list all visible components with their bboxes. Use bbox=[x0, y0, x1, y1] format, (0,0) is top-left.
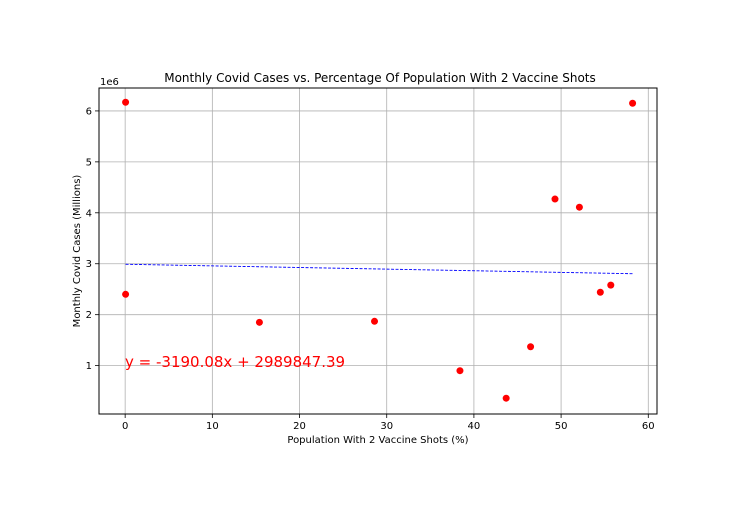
x-tick-label: 20 bbox=[293, 421, 306, 432]
scatter-point bbox=[502, 394, 510, 402]
x-tick-label: 60 bbox=[642, 421, 655, 432]
y-tick-label: 4 bbox=[86, 208, 92, 219]
regression-line bbox=[125, 263, 633, 275]
y-tick-label: 6 bbox=[86, 106, 92, 117]
chart-title: Monthly Covid Cases vs. Percentage Of Po… bbox=[164, 71, 596, 85]
x-tick-label: 40 bbox=[468, 421, 481, 432]
plot-frame bbox=[98, 87, 658, 415]
x-axis-label: Population With 2 Vaccine Shots (%) bbox=[287, 435, 468, 446]
x-tick-label: 30 bbox=[380, 421, 393, 432]
y-tick-label: 1 bbox=[86, 361, 92, 372]
scatter-point bbox=[371, 317, 379, 325]
regression-equation: y = -3190.08x + 2989847.39 bbox=[125, 353, 345, 371]
y-tick-label: 5 bbox=[86, 157, 92, 168]
y-tick-label: 3 bbox=[86, 259, 92, 270]
scatter-point bbox=[575, 203, 583, 211]
y-axis-offset-label: 1e6 bbox=[100, 77, 119, 88]
x-tick-label: 0 bbox=[122, 421, 128, 432]
grid bbox=[99, 88, 657, 414]
x-tick-label: 10 bbox=[206, 421, 219, 432]
y-tick-label: 2 bbox=[86, 310, 92, 321]
data-points bbox=[122, 98, 637, 402]
scatter-point bbox=[456, 367, 464, 375]
y-axis-label: Monthly Covid Cases (Millions) bbox=[72, 175, 83, 328]
regression-line-group bbox=[125, 263, 633, 275]
scatter-point bbox=[122, 98, 130, 106]
scatter-point bbox=[551, 195, 559, 203]
scatter-point bbox=[607, 281, 615, 289]
x-tick-label: 50 bbox=[555, 421, 568, 432]
x-axis-ticks: 0 10 20 30 40 50 60 bbox=[122, 414, 655, 432]
scatter-point bbox=[122, 290, 130, 298]
scatter-point bbox=[596, 288, 604, 296]
scatter-point bbox=[629, 99, 637, 107]
y-axis-ticks: 1 2 3 4 5 6 bbox=[86, 106, 99, 372]
scatter-point bbox=[255, 318, 263, 326]
scatter-point bbox=[527, 343, 535, 351]
